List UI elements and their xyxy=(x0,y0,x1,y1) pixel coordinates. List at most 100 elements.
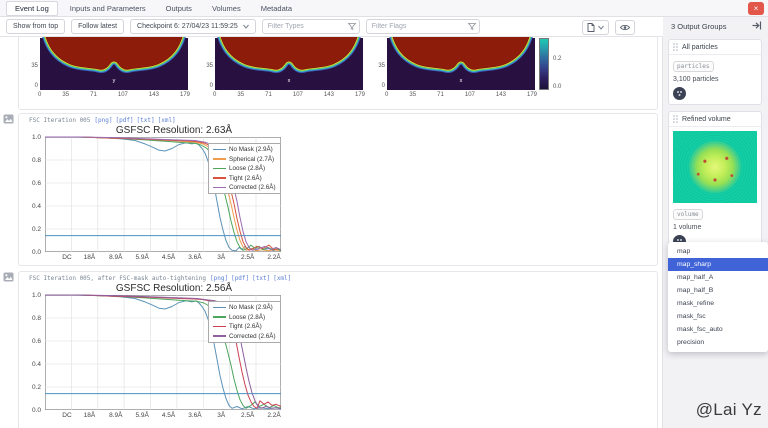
axis-tick-label: 18Å xyxy=(83,254,96,261)
download-link[interactable]: [pdf] xyxy=(231,275,250,282)
axis-tick-label: 35 xyxy=(31,63,38,69)
download-link[interactable]: [png] xyxy=(94,117,113,124)
tab-bar: Event Log Inputs and Parameters Outputs Vol… xyxy=(0,0,768,17)
legend-entry: Tight (2.6Å) xyxy=(213,323,276,330)
filter-icon xyxy=(467,23,477,31)
legend-label: Tight (2.6Å) xyxy=(229,323,262,330)
close-button[interactable]: × xyxy=(748,2,764,15)
axis-tick-label: 3.6Å xyxy=(188,412,202,419)
output-group-title: Refined volume xyxy=(682,115,731,123)
legend-label: Corrected (2.6Å) xyxy=(229,332,276,340)
download-link[interactable]: [txt] xyxy=(136,117,155,124)
show-from-top-button[interactable]: Show from top xyxy=(6,19,66,34)
axis-tick-label: 35 xyxy=(206,63,213,69)
axis-tick-label: 8.9Å xyxy=(109,412,123,419)
chevron-down-icon xyxy=(598,25,604,30)
axis-tick-label: 179 xyxy=(526,92,537,98)
axis-tick-label: 0 xyxy=(34,83,38,89)
image-event-icon xyxy=(3,114,14,124)
axis-tick-label: DC xyxy=(62,254,72,261)
chevron-down-icon xyxy=(242,24,249,29)
tab[interactable]: Event Log xyxy=(6,0,58,16)
fsc-chart xyxy=(45,294,282,410)
filter-types-input[interactable] xyxy=(262,23,359,30)
download-link[interactable]: [xml] xyxy=(273,275,292,282)
output-group-header: Refined volume xyxy=(669,112,761,127)
axis-tick-label: 2.5Å xyxy=(240,412,255,419)
download-link[interactable]: [png] xyxy=(210,275,229,282)
dropdown-item[interactable]: mask_refine xyxy=(677,300,715,307)
drag-handle-icon[interactable] xyxy=(673,43,678,51)
axis-tick-label: 107 xyxy=(117,92,128,98)
legend-entry: Loose (2.8Å) xyxy=(213,314,276,321)
download-link[interactable]: [xml] xyxy=(157,117,176,124)
output-group-volume[interactable]: Refined volume volume 1 volume xyxy=(668,111,762,251)
axis-tick-label: 2.2Å xyxy=(267,254,281,261)
event-header-text: FSC Iteration 005 xyxy=(29,117,91,124)
toggle-visibility-button[interactable] xyxy=(615,20,635,35)
event-card-fsc-2: FSC Iteration 005, after FSC-mask auto-t… xyxy=(18,271,658,428)
axis-tick-label: 71 xyxy=(437,92,444,98)
output-type-tag: particles xyxy=(673,61,714,72)
axis-tick-label: 0.8 xyxy=(31,157,41,164)
output-groups-header: 3 Output Groups xyxy=(671,22,727,31)
output-group-particles[interactable]: All particles particles 3,100 particles xyxy=(668,39,762,105)
drag-handle-icon[interactable] xyxy=(673,115,678,123)
plot-area: 1.0 0.8 0.6 0.4 0.2 0.0 DC 18Å 8.9Å 5.9Å 4.5Å 3.6Å… xyxy=(27,134,282,264)
follow-latest-button[interactable]: Follow latest xyxy=(71,19,125,34)
axis-tick-label: 35 xyxy=(409,92,417,98)
y-axis-labels: 1.0 0.8 0.6 0.4 0.2 0.0 xyxy=(27,134,43,256)
particles-asset-icon[interactable] xyxy=(673,87,686,100)
axis-tick-label: 107 xyxy=(464,92,475,98)
tab[interactable]: Inputs and Parameters xyxy=(69,3,146,13)
axis-tick-label: 71 xyxy=(265,92,272,98)
axis-tick-label: 18Å xyxy=(83,412,96,419)
dropdown-item[interactable]: map_sharp xyxy=(668,258,768,271)
output-count: 1 volume xyxy=(673,224,702,231)
legend-label: No Mask (2.9Å) xyxy=(229,146,273,153)
tab[interactable]: Volumes xyxy=(211,3,241,13)
legend-label: Loose (2.8Å) xyxy=(229,165,266,172)
axis-tick-label: 0.2 xyxy=(31,384,41,391)
plot-title: GSFSC Resolution: 2.56Å xyxy=(115,283,233,294)
filter-flags-input-wrap xyxy=(365,19,480,34)
tab[interactable]: Outputs xyxy=(165,3,192,13)
slice-axis-label: y xyxy=(112,78,116,84)
tab[interactable]: Metadata xyxy=(260,3,292,13)
legend-swatch xyxy=(213,167,226,170)
dropdown-item[interactable]: map_half_B xyxy=(677,287,714,294)
volume-preview-image[interactable] xyxy=(673,131,757,203)
dropdown-item[interactable]: mask_fsc_auto xyxy=(677,326,723,333)
colorbar-tick-label: 0.0 xyxy=(553,84,562,90)
legend-swatch xyxy=(213,148,226,151)
axis-tick-label: 1.0 xyxy=(31,134,41,141)
axis-tick-label: 35 xyxy=(237,92,245,98)
dropdown-item[interactable]: mask_fsc xyxy=(677,313,706,320)
legend-swatch xyxy=(213,158,226,160)
x-axis-labels: DC 18Å 8.9Å 5.9Å 4.5Å 3.6Å 3Å 2.5Å 2.2Å xyxy=(45,412,281,422)
checkpoint-label: Checkpoint 6: 27/04/23 11:59:25 xyxy=(137,23,238,30)
axis-tick-label: 8.9Å xyxy=(109,254,123,261)
axis-tick-label: 143 xyxy=(148,92,159,98)
plot-title: GSFSC Resolution: 2.63Å xyxy=(115,125,233,136)
dropdown-item[interactable]: map xyxy=(677,248,691,255)
legend-entry: No Mask (2.9Å) xyxy=(213,304,276,311)
x-axis-labels: DC 18Å 8.9Å 5.9Å 4.5Å 3.6Å 3Å 2.5Å 2.2Å xyxy=(45,254,281,264)
axis-tick-label: 0 xyxy=(209,83,213,89)
axis-tick-label: 3.6Å xyxy=(188,254,202,261)
event-header-text: FSC Iteration 005, after FSC-mask auto-t… xyxy=(29,275,207,282)
download-link[interactable]: [txt] xyxy=(252,275,271,282)
filter-flags-input[interactable] xyxy=(366,23,479,30)
dropdown-item[interactable]: precision xyxy=(677,339,705,346)
density-slice-image xyxy=(40,37,188,90)
collapse-panel-icon[interactable] xyxy=(752,21,762,30)
axis-tick-label: 0 xyxy=(38,92,42,98)
legend-entry: Tight (2.6Å) xyxy=(213,175,276,182)
axis-tick-label: DC xyxy=(62,412,72,419)
checkpoint-select[interactable]: Checkpoint 6: 27/04/23 11:59:25 xyxy=(130,19,256,34)
download-link[interactable]: [pdf] xyxy=(115,117,134,124)
dropdown-item[interactable]: map_half_A xyxy=(677,274,714,281)
legend-label: No Mask (2.9Å) xyxy=(229,304,273,311)
export-log-button[interactable] xyxy=(582,20,609,35)
legend-swatch xyxy=(213,177,226,179)
